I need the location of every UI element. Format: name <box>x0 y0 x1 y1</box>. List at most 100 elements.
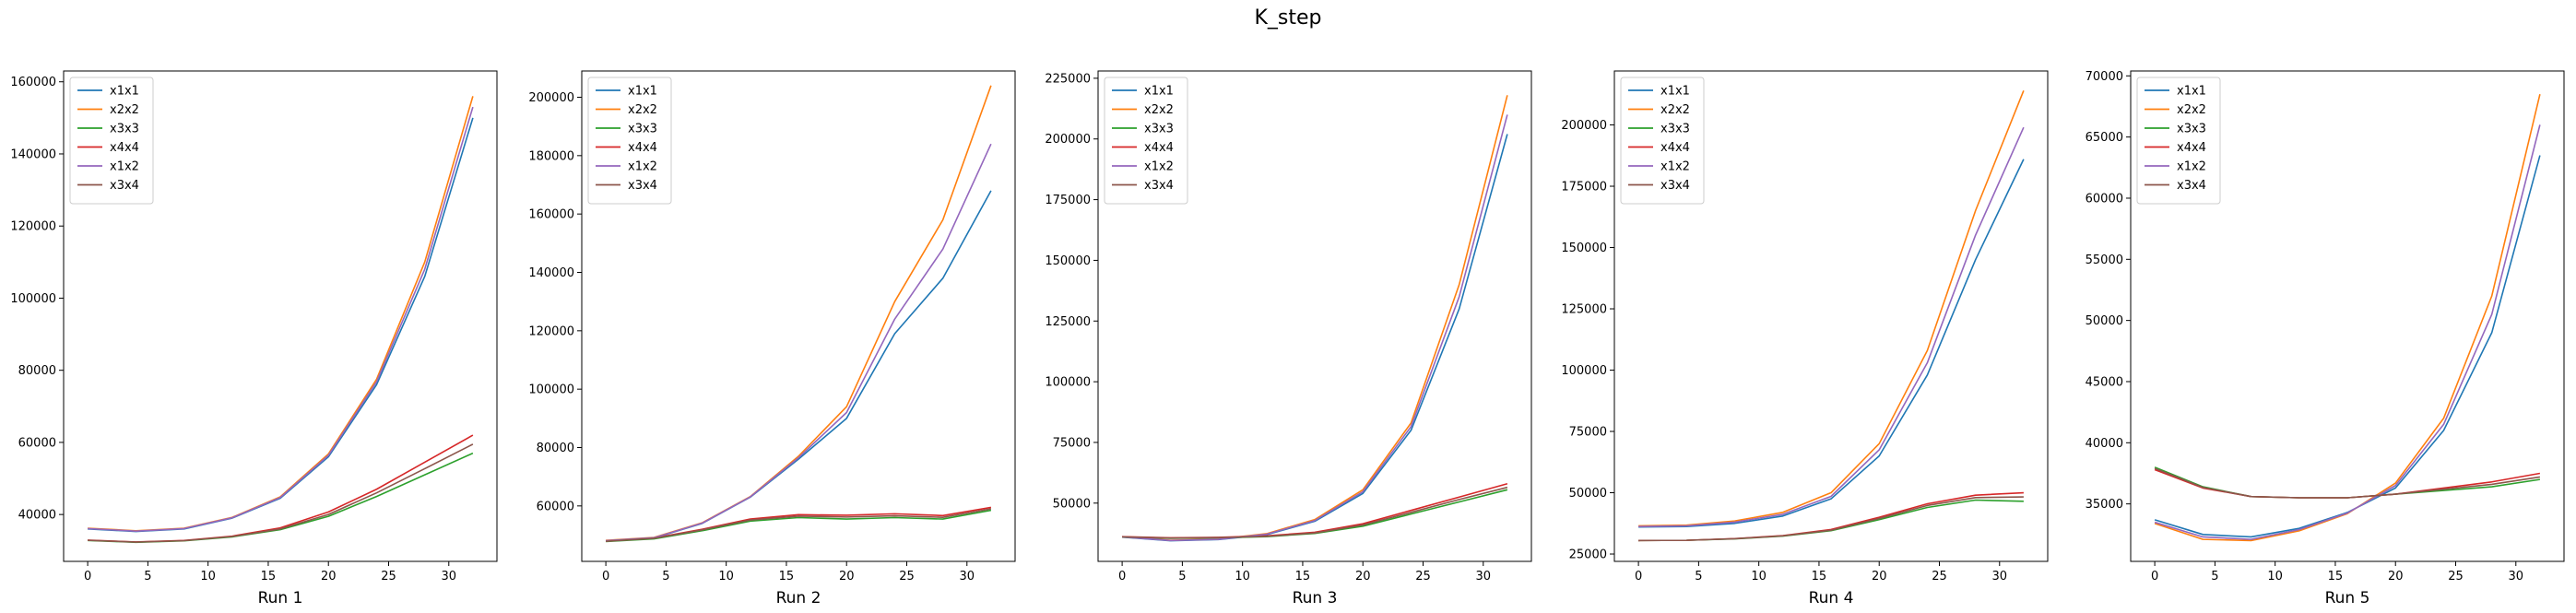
axes-frame <box>63 70 498 562</box>
series-line-x3x4 <box>88 443 474 543</box>
x-tick-label: 15 <box>1812 570 1827 584</box>
series-line-x1x1 <box>606 190 992 542</box>
y-tick-label: 80000 <box>537 442 574 455</box>
legend-label: x1x1 <box>628 85 657 99</box>
subplot-2: 0 5 10 15 20 25 30 60000 80000 100000 120000 140000… <box>528 70 1016 607</box>
x-tick-label: 10 <box>1235 570 1250 584</box>
y-tick-label: 200000 <box>1561 119 1607 133</box>
series-line-x1x2 <box>2154 124 2541 540</box>
x-tick-label: 30 <box>1476 570 1492 584</box>
x-tick-label: 15 <box>1295 570 1311 584</box>
legend-label: x4x4 <box>1144 141 1174 155</box>
subplot-5: 0 5 10 15 20 25 30 35000 40000 45000 50000 55000 600… <box>2086 70 2565 607</box>
legend-label: x3x4 <box>110 179 139 193</box>
y-tick-label: 35000 <box>2086 498 2123 512</box>
y-tick-label: 175000 <box>1561 181 1607 195</box>
y-tick-label: 125000 <box>1561 303 1607 317</box>
series-line-x3x4 <box>606 508 992 542</box>
y-tick-label: 55000 <box>2086 253 2123 267</box>
legend-label: x3x4 <box>2177 179 2206 193</box>
legend: x1x1 x2x2 x3x3 x4x4 x1x2 x3x4 <box>1104 77 1188 205</box>
legend-label: x1x2 <box>1144 160 1174 174</box>
axes-frame <box>1097 70 1532 562</box>
y-tick-label: 120000 <box>528 324 574 338</box>
x-tick-label: 5 <box>2211 570 2218 584</box>
legend-label: x3x3 <box>110 123 139 136</box>
legend-label: x3x4 <box>1660 179 1690 193</box>
x-tick-label: 15 <box>779 570 795 584</box>
x-tick-label: 0 <box>602 570 609 584</box>
x-tick-label: 20 <box>1355 570 1371 584</box>
subplot-1: 0 5 10 15 20 25 30 40000 60000 80000 100000 120000 1… <box>10 70 498 607</box>
x-tick-label: 25 <box>1415 570 1431 584</box>
y-tick-label: 65000 <box>2086 131 2123 145</box>
y-tick-label: 200000 <box>528 91 574 105</box>
legend-label: x4x4 <box>628 141 657 155</box>
series-line-x3x4 <box>1638 496 2024 542</box>
series-line-x1x2 <box>88 106 474 532</box>
y-tick-label: 200000 <box>1045 133 1091 147</box>
legend: x1x1 x2x2 x3x3 x4x4 x1x2 x3x4 <box>587 77 672 205</box>
y-tick-label: 160000 <box>528 208 574 222</box>
y-tick-label: 45000 <box>2086 375 2123 389</box>
legend-label: x1x2 <box>2177 160 2206 174</box>
axes-frame <box>2130 70 2565 562</box>
x-axis-label: Run 4 <box>1809 589 1854 607</box>
x-tick-label: 15 <box>2328 570 2344 584</box>
x-tick-label: 0 <box>2151 570 2158 584</box>
y-tick-label: 160000 <box>10 76 56 89</box>
y-tick-label: 150000 <box>1561 242 1607 255</box>
y-tick-label: 40000 <box>2086 437 2123 451</box>
series-line-x3x3 <box>1638 499 2024 542</box>
x-tick-label: 5 <box>1178 570 1186 584</box>
series-line-x2x2 <box>1638 89 2025 527</box>
x-tick-label: 5 <box>144 570 151 584</box>
x-tick-label: 10 <box>718 570 734 584</box>
legend-label: x3x3 <box>1144 123 1174 136</box>
x-tick-label: 15 <box>261 570 277 584</box>
subplot-3: 0 5 10 15 20 25 30 50000 75000 100000 125000 150000… <box>1045 70 1532 607</box>
legend: x1x1 x2x2 x3x3 x4x4 x1x2 x3x4 <box>69 77 154 205</box>
y-tick-label: 25000 <box>1569 548 1607 562</box>
x-axis-label: Run 5 <box>2325 589 2370 607</box>
y-tick-label: 40000 <box>18 509 56 523</box>
legend-label: x1x2 <box>1660 160 1690 174</box>
figure-title: K_step <box>1254 6 1321 29</box>
y-tick-label: 50000 <box>2086 314 2123 328</box>
subplots: 0 5 10 15 20 25 304000060000800001000001200001… <box>10 70 2565 607</box>
x-tick-label: 30 <box>960 570 975 584</box>
legend-label: x1x2 <box>628 160 657 174</box>
y-tick-label: 75000 <box>1569 426 1607 440</box>
legend-label: x2x2 <box>1144 103 1174 117</box>
x-tick-label: 25 <box>1932 570 1947 584</box>
series-line-x1x1 <box>1638 159 2025 528</box>
y-tick-label: 100000 <box>1561 364 1607 378</box>
x-tick-label: 0 <box>84 570 91 584</box>
series-line-x4x4 <box>88 434 474 543</box>
legend: x1x1 x2x2 x3x3 x4x4 x1x2 x3x4 <box>1620 77 1705 205</box>
axes-frame <box>581 70 1016 562</box>
y-tick-label: 100000 <box>1045 376 1091 390</box>
x-tick-label: 25 <box>381 570 396 584</box>
x-tick-label: 20 <box>839 570 855 584</box>
x-tick-label: 20 <box>1872 570 1887 584</box>
x-axis-label: Run 2 <box>776 589 821 607</box>
legend-label: x3x3 <box>628 123 657 136</box>
x-tick-label: 10 <box>1751 570 1767 584</box>
y-tick-label: 150000 <box>1045 254 1091 268</box>
y-tick-label: 140000 <box>10 147 56 161</box>
legend-label: x4x4 <box>110 141 139 155</box>
series-line-x4x4 <box>1122 482 1508 539</box>
y-tick-label: 80000 <box>18 364 56 378</box>
x-tick-label: 10 <box>200 570 216 584</box>
series-line-x1x1 <box>2154 155 2541 538</box>
legend-label: x2x2 <box>1660 103 1690 117</box>
legend-label: x3x4 <box>628 179 657 193</box>
legend-label: x1x1 <box>110 85 139 99</box>
legend-label: x2x2 <box>110 103 139 117</box>
series-line-x4x4 <box>2154 468 2541 499</box>
x-tick-label: 30 <box>442 570 457 584</box>
legend-label: x2x2 <box>628 103 657 117</box>
y-tick-label: 125000 <box>1045 315 1091 329</box>
